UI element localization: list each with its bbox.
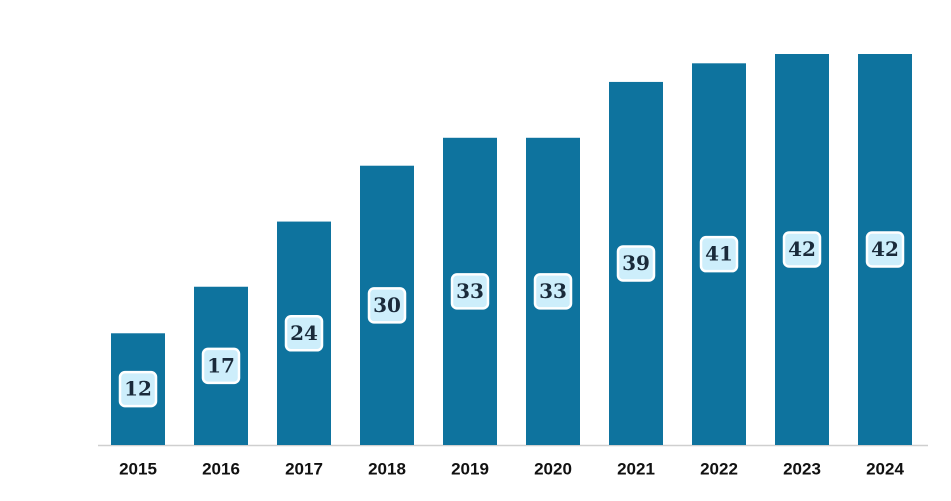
value-label: 24	[290, 321, 318, 345]
x-tick-label: 2022	[700, 459, 738, 478]
value-label-box	[118, 370, 158, 408]
value-label-box	[201, 347, 241, 385]
x-tick-label: 2015	[119, 459, 157, 478]
value-label-box	[699, 235, 739, 273]
x-tick-label: 2017	[285, 459, 323, 478]
value-label: 12	[124, 377, 152, 401]
value-label: 42	[871, 237, 899, 261]
x-tick-label: 2019	[451, 459, 489, 478]
value-label-box	[782, 231, 822, 268]
value-label-box	[284, 315, 324, 352]
value-label-box	[616, 245, 656, 282]
value-label: 30	[373, 293, 401, 317]
x-tick-label: 2021	[617, 459, 655, 478]
x-tick-label: 2018	[368, 459, 406, 478]
value-label-box	[533, 273, 573, 310]
x-tick-label: 2016	[202, 459, 240, 478]
x-tick-label: 2023	[783, 459, 821, 478]
x-tick-label: 2024	[866, 459, 904, 478]
value-label-box	[865, 231, 905, 268]
value-label: 39	[622, 251, 650, 275]
value-label-box	[367, 287, 407, 324]
value-label: 33	[456, 279, 484, 303]
value-label: 17	[207, 353, 235, 377]
value-label: 33	[539, 279, 567, 303]
x-tick-label: 2020	[534, 459, 572, 478]
value-label: 42	[788, 237, 816, 261]
value-label: 41	[705, 242, 733, 266]
value-label-box	[450, 273, 490, 310]
